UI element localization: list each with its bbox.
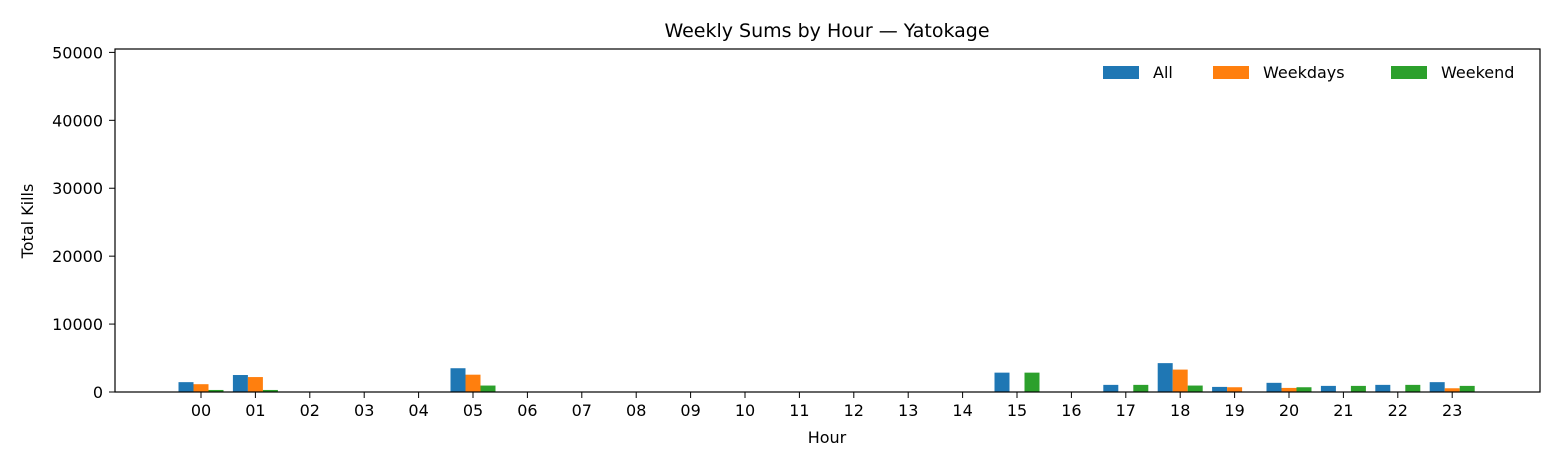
y-tick-label: 10000 [52,315,103,334]
x-tick-label: 15 [1007,401,1027,420]
bar-all-19 [1212,386,1228,392]
x-tick-label: 18 [1170,401,1190,420]
x-tick-label: 01 [245,401,265,420]
legend-label-weekdays: Weekdays [1263,63,1345,82]
x-tick-label: 06 [517,401,537,420]
x-tick-label: 19 [1224,401,1244,420]
x-tick-label: 20 [1279,401,1299,420]
legend: All Weekdays Weekend [1103,63,1514,82]
x-tick-label: 13 [898,401,918,420]
x-tick-label: 23 [1442,401,1462,420]
legend-swatch-weekend [1391,66,1427,79]
x-tick-label: 02 [300,401,320,420]
x-tick-label: 22 [1388,401,1408,420]
y-tick-label: 20000 [52,247,103,266]
bar-weekdays-05 [465,374,481,392]
bar-weekend-15 [1024,372,1040,392]
y-tick-label: 40000 [52,111,103,130]
x-tick-label: 12 [844,401,864,420]
bar-weekdays-23 [1444,388,1460,392]
bar-all-20 [1266,382,1282,392]
bar-weekend-21 [1350,385,1366,392]
x-tick-label: 11 [789,401,809,420]
plot-frame [114,48,1541,393]
x-tick-label: 04 [408,401,428,420]
bar-weekdays-19 [1227,387,1243,392]
y-tick-label: 30000 [52,179,103,198]
y-axis: 0 10000 20000 30000 40000 50000 [52,43,115,402]
bar-weekend-20 [1296,387,1312,392]
x-tick-label: 00 [191,401,211,420]
x-tick-label: 09 [680,401,700,420]
bar-weekdays-00 [193,384,209,392]
x-tick-label: 21 [1333,401,1353,420]
bar-all-18 [1157,363,1173,392]
bar-all-00 [178,382,194,392]
bar-all-05 [450,368,466,392]
x-tick-label: 08 [626,401,646,420]
bar-weekdays-20 [1281,387,1297,392]
legend-label-all: All [1153,63,1173,82]
bar-weekend-05 [480,385,496,392]
legend-swatch-all [1103,66,1139,79]
x-axis-label: Hour [808,428,847,447]
x-tick-label: 07 [572,401,592,420]
legend-swatch-weekdays [1213,66,1249,79]
y-tick-label: 50000 [52,43,103,62]
bar-weekdays-01 [247,377,263,392]
x-tick-label: 17 [1116,401,1136,420]
x-tick-label: 03 [354,401,374,420]
legend-label-weekend: Weekend [1441,63,1514,82]
bars [178,363,1475,392]
x-tick-label: 16 [1061,401,1081,420]
y-tick-label: 0 [93,383,103,402]
chart-title: Weekly Sums by Hour — Yatokage [664,20,989,42]
x-axis: 00 01 02 03 04 05 06 07 08 09 10 11 12 13 14 15 16 17 18 19… [191,392,1462,420]
bar-weekend-00 [208,389,224,392]
bar-all-21 [1320,385,1336,392]
bar-all-01 [232,375,248,392]
bar-all-17 [1103,384,1119,392]
x-tick-label: 10 [735,401,755,420]
bar-weekend-01 [262,389,278,392]
x-tick-label: 05 [463,401,483,420]
bar-weekend-23 [1459,385,1475,392]
bar-all-23 [1429,382,1445,392]
bar-all-22 [1375,384,1391,392]
bar-weekend-17 [1133,384,1149,392]
y-axis-label: Total Kills [18,184,37,260]
bar-weekend-22 [1405,384,1421,392]
bar-weekdays-18 [1172,369,1188,392]
bar-all-15 [994,372,1010,392]
bar-weekend-18 [1187,385,1203,392]
x-tick-label: 14 [952,401,972,420]
